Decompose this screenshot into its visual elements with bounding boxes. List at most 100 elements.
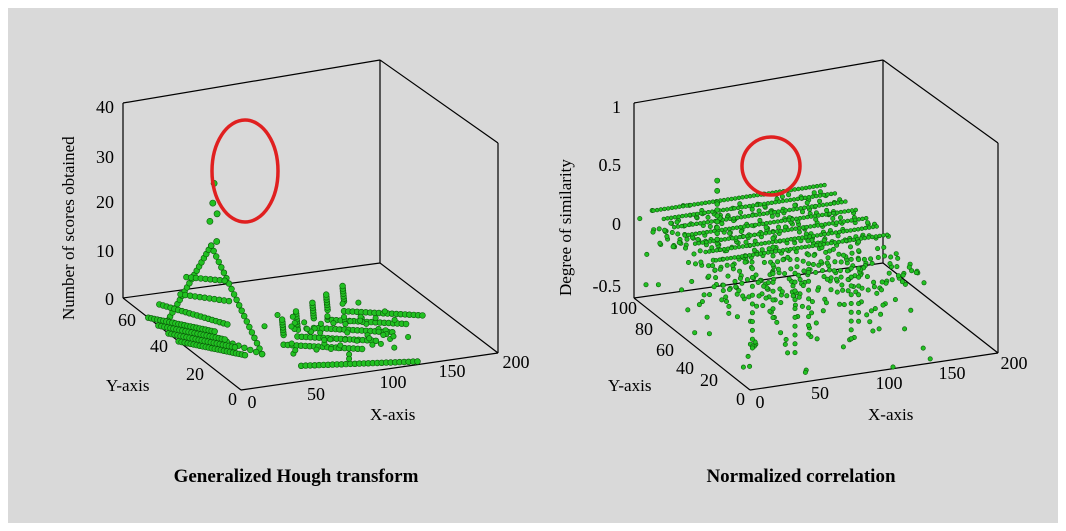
correlation-data-point xyxy=(770,229,776,235)
hough-data-point xyxy=(278,316,286,323)
correlation-data-point xyxy=(832,259,838,265)
correlation-data-point xyxy=(779,218,784,224)
correlation-data-point xyxy=(894,264,900,270)
hough-box-frame xyxy=(122,59,499,391)
correlation-data-point xyxy=(746,213,751,219)
correlation-data-point xyxy=(770,315,776,321)
hough-y-tick-40: 40 xyxy=(150,336,168,356)
correlation-data-point xyxy=(806,296,812,302)
correlation-data-point xyxy=(855,227,861,232)
hough-data-point xyxy=(241,312,248,320)
correlation-data-point xyxy=(800,258,806,264)
correlation-data-point xyxy=(791,246,797,251)
correlation-data-point xyxy=(777,238,783,244)
correlation-data-point xyxy=(874,290,880,296)
correlation-data-point xyxy=(848,274,854,280)
correlation-data-point xyxy=(637,216,643,222)
hough-peak-highlight-ring xyxy=(210,118,280,224)
correlation-data-point xyxy=(878,287,884,293)
correlation-data-point xyxy=(814,184,820,189)
correlation-data-point xyxy=(807,234,812,239)
correlation-data-point xyxy=(674,219,680,225)
hough-data-point xyxy=(377,340,384,347)
correlation-data-point xyxy=(654,207,660,213)
correlation-data-point xyxy=(750,213,755,218)
correlation-data-point xyxy=(754,252,760,257)
hough-x-axis-label: X-axis xyxy=(370,405,415,424)
correlation-data-point xyxy=(864,312,870,318)
correlation-data-point xyxy=(902,326,908,332)
correlation-data-point xyxy=(742,214,748,219)
correlation-data-point xyxy=(770,262,776,268)
correlation-data-point xyxy=(837,229,842,235)
hough-data-point xyxy=(289,313,296,320)
correlation-data-point xyxy=(718,247,723,253)
hough-point-cloud xyxy=(145,242,426,369)
correlation-data-point xyxy=(743,239,749,245)
hough-data-point xyxy=(381,308,388,315)
hough-data-point xyxy=(323,291,330,298)
correlation-data-point xyxy=(760,221,765,227)
correlation-data-point xyxy=(871,279,877,285)
correlation-data-point xyxy=(729,196,734,202)
correlation-data-point xyxy=(749,345,755,351)
hough-data-point xyxy=(309,299,316,306)
correlation-data-point xyxy=(792,202,798,208)
correlation-peak-point xyxy=(714,187,721,194)
hough-data-point xyxy=(358,345,366,353)
correlation-data-point xyxy=(868,256,874,262)
correlation-data-point xyxy=(762,250,767,256)
correlation-data-point xyxy=(758,251,763,256)
correlation-data-point xyxy=(736,244,742,250)
correlation-data-point xyxy=(702,210,707,216)
correlation-data-point xyxy=(689,278,695,284)
correlation-data-point xyxy=(664,233,670,239)
hough-peak-point xyxy=(213,238,221,245)
correlation-data-point xyxy=(765,201,771,206)
correlation-data-point xyxy=(727,216,733,222)
correlation-peak-point xyxy=(714,207,720,213)
correlation-data-point xyxy=(770,288,776,294)
correlation-data-point xyxy=(665,216,670,221)
correlation-data-point xyxy=(733,284,739,290)
correlation-data-point xyxy=(670,244,676,250)
correlation-data-point xyxy=(892,297,898,303)
correlation-data-point xyxy=(800,225,806,230)
correlation-data-point xyxy=(738,215,744,220)
hough-data-point xyxy=(288,323,295,330)
correlation-data-point xyxy=(785,227,791,233)
hough-data-point xyxy=(327,336,334,343)
correlation-data-point xyxy=(856,292,862,298)
correlation-data-point xyxy=(825,192,830,197)
correlation-data-point xyxy=(820,212,825,218)
correlation-data-point xyxy=(838,209,844,215)
correlation-data-point xyxy=(780,198,785,204)
correlation-data-point xyxy=(722,237,728,242)
correlation-data-point xyxy=(747,194,753,199)
correlation-data-point xyxy=(730,263,736,269)
correlation-data-point xyxy=(827,211,832,217)
correlation-data-point xyxy=(799,209,805,215)
correlation-data-point xyxy=(806,322,812,328)
correlation-data-point xyxy=(810,243,815,249)
correlation-data-point xyxy=(706,292,712,298)
correlation-data-point xyxy=(744,243,749,249)
correlation-data-point xyxy=(774,319,780,325)
hough-data-point xyxy=(274,311,281,318)
hough-data-point xyxy=(228,285,235,293)
hough-z-tick-20: 20 xyxy=(96,192,114,212)
correlation-data-point xyxy=(848,300,854,306)
correlation-data-point xyxy=(880,302,886,308)
correlation-data-point xyxy=(869,234,875,240)
correlation-data-point xyxy=(792,332,798,338)
hough-data-point xyxy=(224,321,231,328)
correlation-data-point xyxy=(710,263,716,269)
correlation-z-tick-1: 1 xyxy=(612,97,621,117)
correlation-data-point xyxy=(811,252,817,258)
correlation-data-point xyxy=(819,222,824,228)
correlation-data-point xyxy=(811,223,817,229)
correlation-data-point xyxy=(749,283,755,289)
correlation-data-point xyxy=(794,206,800,212)
correlation-data-point xyxy=(710,199,716,204)
correlation-data-point xyxy=(775,224,781,230)
